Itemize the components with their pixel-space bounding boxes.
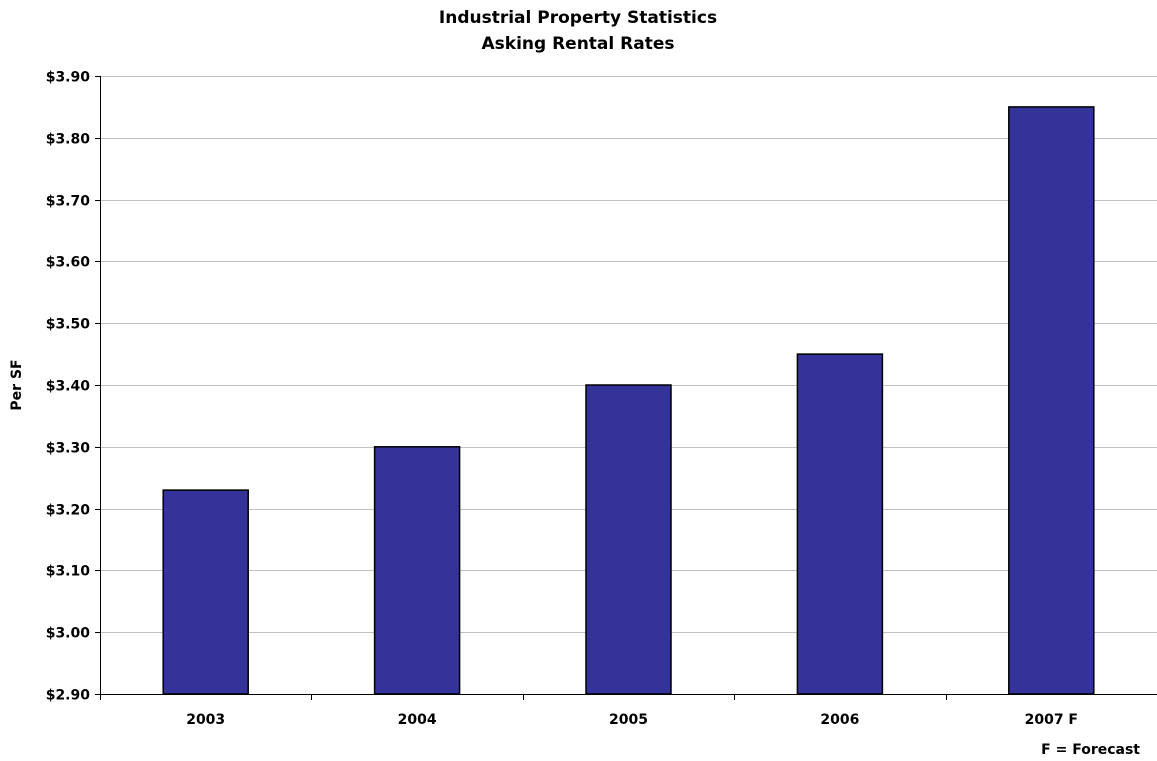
x-tick-label: 2006 xyxy=(820,712,859,728)
bar xyxy=(162,489,249,695)
bar xyxy=(585,384,672,695)
y-tick-label: $3.60 xyxy=(46,255,91,271)
y-tick-label: $3.50 xyxy=(46,317,91,333)
y-tick-label: $3.30 xyxy=(46,441,91,457)
y-tick-label: $3.20 xyxy=(46,503,91,519)
y-tick-label: $3.90 xyxy=(46,70,91,86)
y-tick-label: $3.80 xyxy=(46,132,91,148)
bar xyxy=(1008,106,1095,695)
y-tick-label: $3.10 xyxy=(46,564,91,580)
x-tick-label: 2003 xyxy=(186,712,225,728)
y-tick-labels: $2.90 $3.00 $3.10 $3.20 $3.30 $3.40 $3.50 $3.60… xyxy=(46,70,91,704)
y-tick-label: $3.00 xyxy=(46,626,91,642)
y-axis-label: Per SF xyxy=(9,359,25,410)
x-tick-label: 2007 F xyxy=(1025,712,1078,728)
forecast-note: F = Forecast xyxy=(1041,742,1140,758)
axes xyxy=(95,76,1157,700)
x-tick-labels: 2003 2004 2005 2006 2007 F xyxy=(186,712,1078,728)
y-tick-label: $3.40 xyxy=(46,379,91,395)
bar xyxy=(373,446,461,695)
chart-subtitle: Asking Rental Rates xyxy=(481,34,674,54)
x-tick-label: 2005 xyxy=(609,712,648,728)
bars xyxy=(162,106,1095,695)
y-tick-label: $2.90 xyxy=(46,688,91,704)
chart-title: Industrial Property Statistics xyxy=(439,8,717,28)
x-tick-label: 2004 xyxy=(398,712,437,728)
bar xyxy=(796,353,884,695)
y-tick-label: $3.70 xyxy=(46,194,91,210)
